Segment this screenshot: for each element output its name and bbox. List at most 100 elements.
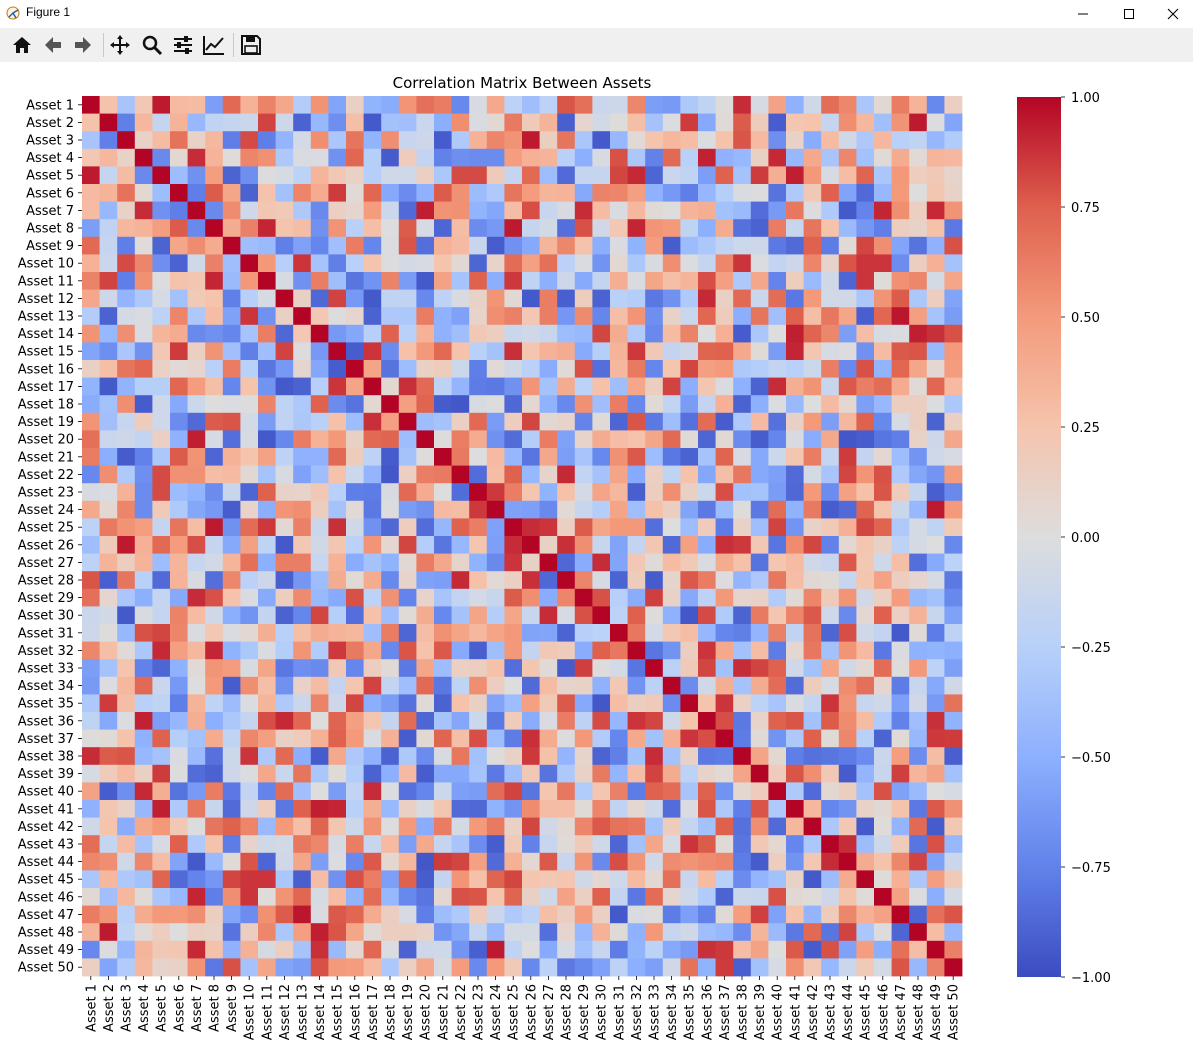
heatmap-cell xyxy=(662,888,681,906)
heatmap-cell xyxy=(134,254,153,273)
heatmap-cell xyxy=(522,412,540,431)
heatmap-cell xyxy=(469,641,488,660)
close-button[interactable] xyxy=(1150,0,1193,28)
heatmap-cell xyxy=(909,624,928,642)
heatmap-cell xyxy=(416,694,435,713)
heatmap-cell xyxy=(715,448,734,466)
heatmap-cell xyxy=(539,694,558,713)
heatmap-cell xyxy=(926,747,945,766)
heatmap-cell xyxy=(522,764,540,783)
heatmap-cell xyxy=(627,624,646,642)
heatmap-cell xyxy=(416,201,435,220)
heatmap-cell xyxy=(328,131,347,150)
heatmap-cell xyxy=(187,324,206,343)
heatmap-cell xyxy=(733,131,752,150)
heatmap-cell xyxy=(645,201,664,220)
heatmap-cell xyxy=(610,729,628,748)
heatmap-cell xyxy=(293,96,312,114)
colorbar-tick-label: 0.75 xyxy=(1071,201,1100,216)
heatmap-cell xyxy=(486,360,505,378)
heatmap-cell xyxy=(926,553,945,572)
forward-button[interactable] xyxy=(69,31,97,59)
heatmap-cell xyxy=(434,747,452,766)
heatmap-cell xyxy=(838,606,857,625)
heatmap-cell xyxy=(539,201,558,220)
pan-button[interactable] xyxy=(106,31,134,59)
heatmap-cell xyxy=(416,817,435,836)
heatmap-cell xyxy=(715,324,734,343)
heatmap-cell xyxy=(398,588,417,607)
heatmap-cell xyxy=(557,201,576,220)
heatmap-cell xyxy=(627,659,646,678)
heatmap-cell xyxy=(856,940,875,959)
zoom-button[interactable] xyxy=(138,31,166,59)
heatmap-cell xyxy=(310,940,329,959)
heatmap-cell xyxy=(874,377,892,396)
configure-subplots-button[interactable] xyxy=(169,31,197,59)
heatmap-cell xyxy=(381,289,400,308)
heatmap-cell xyxy=(451,96,470,114)
heatmap-cell xyxy=(874,958,892,977)
maximize-button[interactable] xyxy=(1106,0,1152,28)
heatmap-cell xyxy=(275,131,294,150)
heatmap-cell xyxy=(240,96,259,114)
y-tick-label: Asset 42 xyxy=(18,820,74,835)
heatmap-cell xyxy=(592,518,611,537)
heatmap-cell xyxy=(240,131,259,150)
heatmap-cell xyxy=(451,465,470,484)
heatmap-cell xyxy=(856,676,875,695)
heatmap-cell xyxy=(469,219,488,238)
heatmap-cell xyxy=(117,324,136,343)
x-tick-label: Asset 29 xyxy=(577,984,592,1040)
heatmap-cell xyxy=(821,184,840,202)
heatmap-cell xyxy=(874,923,892,942)
heatmap-cell xyxy=(786,729,804,748)
heatmap-cell xyxy=(170,272,188,290)
heatmap-cell xyxy=(170,324,188,343)
heatmap-cell xyxy=(874,747,892,766)
heatmap-cell xyxy=(786,307,804,326)
heatmap-cell xyxy=(381,272,400,290)
heatmap-cell xyxy=(434,588,452,607)
heatmap-cell xyxy=(645,905,664,924)
heatmap-cell xyxy=(522,606,540,625)
heatmap-cell xyxy=(768,782,787,801)
heatmap-cell xyxy=(486,782,505,801)
heatmap-cell xyxy=(821,729,840,748)
home-button[interactable] xyxy=(8,31,36,59)
heatmap-cell xyxy=(187,712,206,730)
heatmap-cell xyxy=(451,254,470,273)
heatmap-cell xyxy=(222,694,241,713)
heatmap-cell xyxy=(645,852,664,871)
heatmap-cell xyxy=(733,536,752,554)
heatmap-cell xyxy=(416,131,435,150)
heatmap-cell xyxy=(574,96,593,114)
heatmap-cell xyxy=(627,940,646,959)
heatmap-cell xyxy=(258,870,276,889)
heatmap-cell xyxy=(838,395,857,414)
heatmap-cell xyxy=(434,254,452,273)
heatmap-cell xyxy=(821,553,840,572)
heatmap-cell xyxy=(152,940,171,959)
heatmap-cell xyxy=(786,676,804,695)
edit-axis-button[interactable] xyxy=(200,31,228,59)
heatmap-cell xyxy=(328,324,347,343)
heatmap-cell xyxy=(398,236,417,255)
heatmap-cell xyxy=(240,923,259,942)
heatmap-cell xyxy=(574,272,593,290)
heatmap-cell xyxy=(381,166,400,185)
heatmap-cell xyxy=(750,641,769,660)
save-button[interactable] xyxy=(237,31,265,59)
heatmap-cell xyxy=(117,923,136,942)
heatmap-cell xyxy=(152,324,171,343)
minimize-icon xyxy=(1078,13,1088,15)
minimize-button[interactable] xyxy=(1060,0,1106,28)
back-button[interactable] xyxy=(39,31,67,59)
heatmap-cell xyxy=(117,641,136,660)
x-tick-label: Asset 11 xyxy=(260,984,275,1040)
heatmap-cell xyxy=(346,817,364,836)
heatmap-cell xyxy=(891,448,910,466)
heatmap-cell xyxy=(821,395,840,414)
heatmap-cell xyxy=(310,430,329,449)
heatmap-cell xyxy=(328,870,347,889)
